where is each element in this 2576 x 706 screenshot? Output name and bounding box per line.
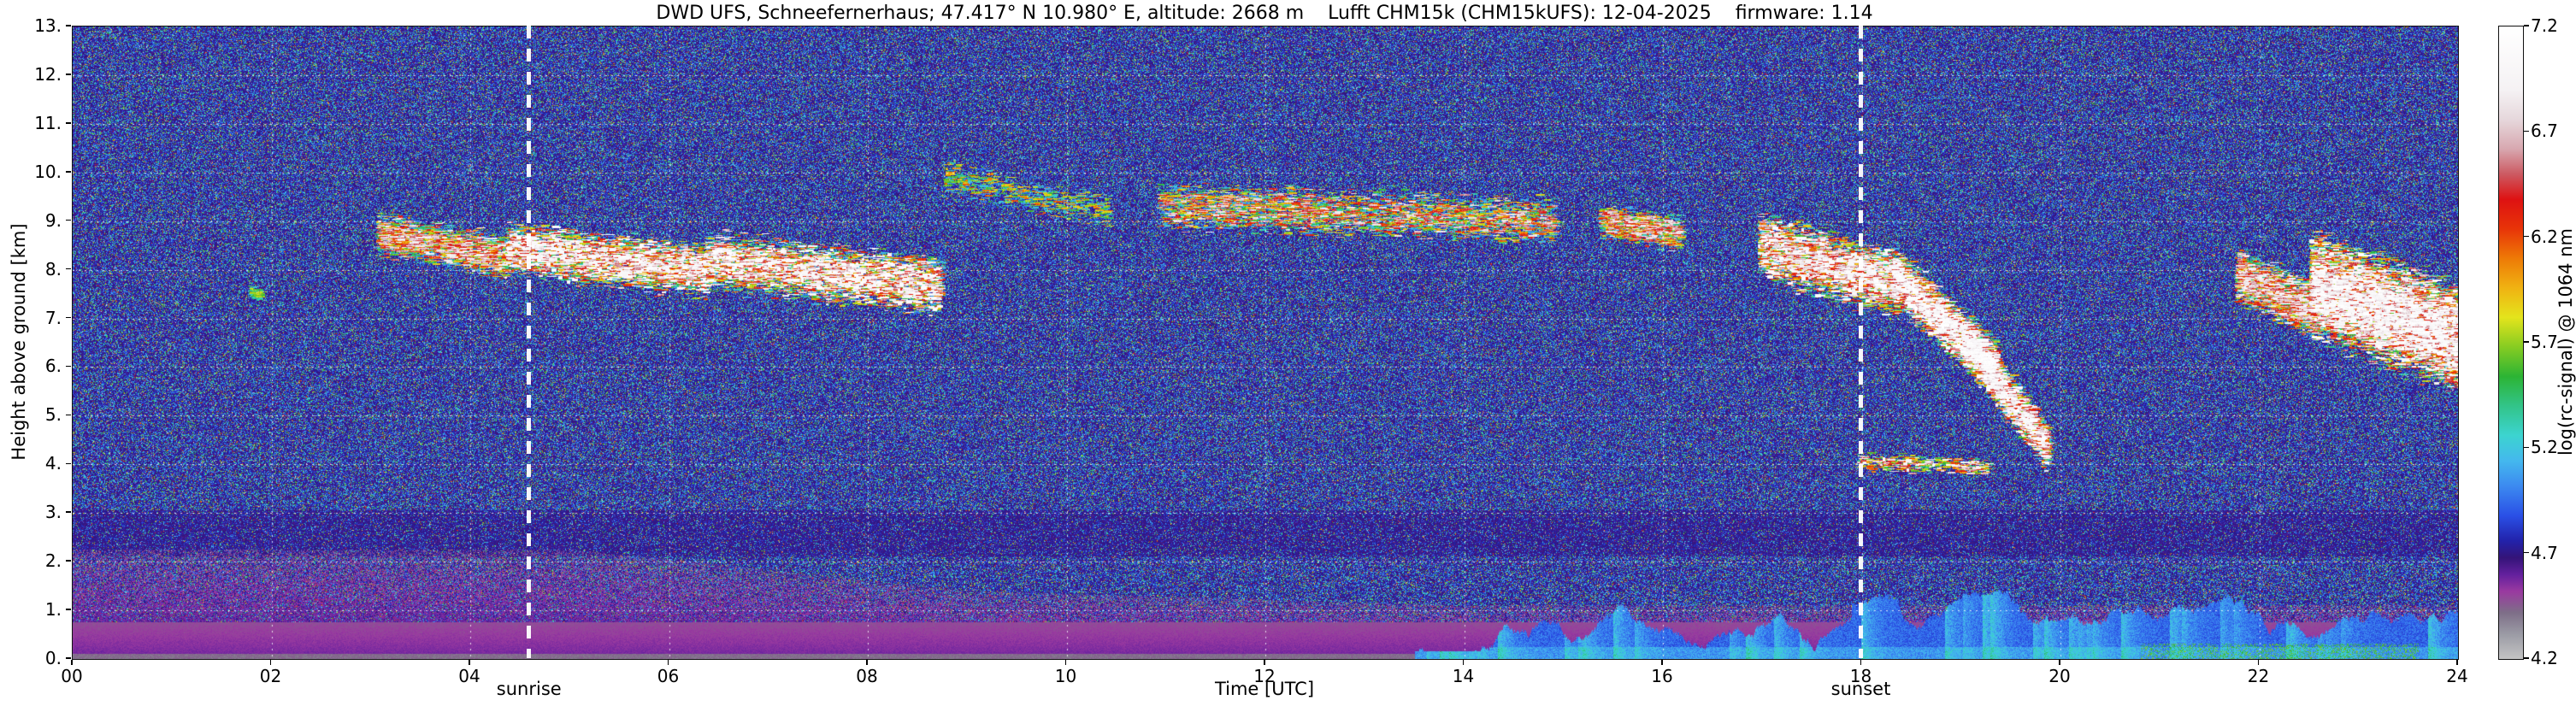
colorbar-tick-label: 7.2 [2531, 15, 2558, 36]
y-tick-mark [66, 122, 71, 124]
x-tick-mark [469, 660, 470, 665]
y-tick-mark [66, 414, 71, 416]
x-tick-mark [1860, 660, 1862, 665]
x-tick-mark [667, 660, 669, 665]
x-tick-label: 00 [61, 666, 83, 686]
x-tick-mark [866, 660, 868, 665]
y-tick-label: 2. [44, 550, 62, 572]
x-tick-label: 12 [1253, 666, 1276, 686]
x-tick-mark [269, 660, 272, 665]
y-tick-label: 10. [34, 161, 62, 182]
colorbar-tick-mark [2524, 446, 2529, 449]
y-tick-label: 1. [44, 599, 62, 621]
x-tick-mark [1462, 660, 1465, 665]
x-axis-label: Time [UTC] [1214, 679, 1315, 699]
x-tick-label: 14 [1452, 666, 1475, 686]
y-tick-label: 12. [34, 63, 62, 85]
colorbar-label: log(rc-signal) @ 1064 nm [2555, 227, 2576, 456]
y-tick-mark [66, 171, 71, 173]
x-tick-label: 04 [458, 666, 480, 686]
annotation-line-sunset [1859, 26, 1863, 658]
x-tick-label: 02 [259, 666, 282, 686]
colorbar-tick-mark [2524, 130, 2529, 132]
colorbar-tick-mark [2524, 551, 2529, 554]
x-tick-mark [71, 660, 73, 665]
x-tick-label: 22 [2247, 666, 2270, 686]
x-tick-label: 08 [856, 666, 878, 686]
y-tick-label: 4. [44, 453, 62, 474]
y-tick-mark [66, 268, 71, 270]
y-tick-label: 11. [34, 112, 62, 133]
x-tick-label: 18 [1849, 666, 1872, 686]
x-tick-label: 20 [2048, 666, 2071, 686]
x-tick-label: 24 [2446, 666, 2468, 686]
annotation-label-sunrise: sunrise [496, 679, 562, 699]
x-tick-mark [1264, 660, 1265, 665]
annotation-label-sunset: sunset [1830, 679, 1891, 699]
colorbar-tick-label: 4.2 [2531, 648, 2558, 668]
y-tick-mark [66, 511, 71, 513]
colorbar-tick-label: 5.7 [2531, 332, 2558, 352]
y-tick-mark [66, 657, 71, 659]
y-tick-mark [66, 462, 71, 465]
y-tick-label: 9. [44, 209, 62, 231]
colorbar-tick-mark [2524, 25, 2529, 26]
colorbar-tick-label: 6.7 [2531, 121, 2558, 142]
y-tick-label: 6. [44, 356, 62, 377]
heatmap-canvas [72, 26, 2459, 660]
colorbar-tick-label: 4.7 [2531, 542, 2558, 563]
y-tick-mark [66, 316, 71, 319]
x-tick-mark [1064, 660, 1067, 665]
y-tick-mark [66, 560, 71, 562]
y-tick-mark [66, 219, 71, 221]
x-tick-mark [2257, 660, 2260, 665]
colorbar-tick-mark [2524, 235, 2529, 238]
y-tick-label: 0. [44, 648, 62, 668]
annotation-line-sunrise [527, 26, 532, 658]
y-tick-label: 5. [44, 404, 62, 426]
colorbar-tick-label: 6.2 [2531, 226, 2558, 247]
y-tick-mark [66, 74, 71, 75]
x-tick-mark [1661, 660, 1663, 665]
y-tick-mark [66, 609, 71, 610]
colorbar-tick-label: 5.2 [2531, 437, 2558, 458]
y-tick-label: 3. [44, 502, 62, 523]
x-tick-mark [2456, 660, 2458, 665]
y-tick-mark [66, 25, 71, 26]
y-tick-label: 8. [44, 258, 62, 279]
x-tick-label: 10 [1054, 666, 1077, 686]
x-tick-mark [2059, 660, 2060, 665]
colorbar-tick-mark [2524, 341, 2529, 343]
x-tick-label: 16 [1651, 666, 1673, 686]
colorbar-tick-mark [2524, 657, 2529, 659]
y-tick-label: 13. [34, 15, 62, 36]
x-tick-label: 06 [657, 666, 680, 686]
chart-title: DWD UFS, Schneefernerhaus; 47.417° N 10.… [656, 3, 1873, 24]
colorbar [2498, 26, 2524, 660]
y-tick-mark [66, 365, 71, 368]
y-tick-label: 7. [44, 307, 62, 328]
